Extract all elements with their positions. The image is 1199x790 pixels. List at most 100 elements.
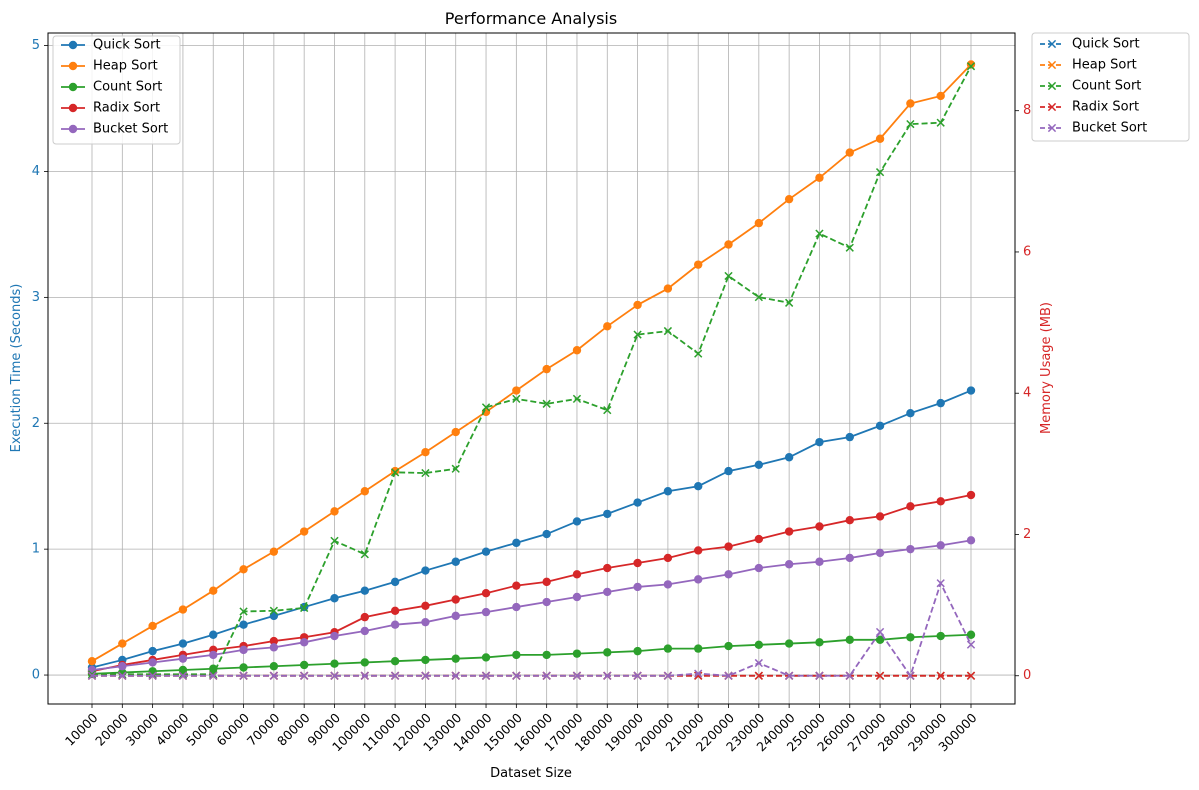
time-point-bucket-sort xyxy=(572,592,582,602)
x-tick-label: 30000 xyxy=(122,710,161,749)
time-point-bucket-sort xyxy=(633,582,642,592)
memory-point-bucket-sort xyxy=(178,671,188,680)
time-point-radix-sort xyxy=(784,527,794,536)
right-tick-label: 2 xyxy=(1023,527,1031,542)
memory-point-count-sort xyxy=(966,62,976,71)
time-point-quick-sort xyxy=(906,408,915,418)
legend-box xyxy=(52,35,181,145)
time-point-radix-sort xyxy=(845,515,854,525)
memory-point-bucket-sort xyxy=(966,640,976,649)
time-point-quick-sort xyxy=(239,620,248,629)
time-point-count-sort xyxy=(784,639,794,648)
memory-point-bucket-sort xyxy=(87,671,97,680)
memory-point-bucket-sort xyxy=(512,671,521,680)
memory-point-bucket-sort xyxy=(421,671,430,680)
legend-label: Bucket Sort xyxy=(93,122,168,137)
time-point-bucket-sort xyxy=(784,560,794,569)
memory-point-bucket-sort xyxy=(633,671,642,680)
time-line-radix-sort xyxy=(91,494,972,673)
time-point-count-sort xyxy=(633,646,642,656)
time-point-count-sort xyxy=(936,631,945,641)
time-point-bucket-sort xyxy=(815,557,824,566)
time-point-count-sort xyxy=(481,653,491,662)
legend-marker xyxy=(1047,102,1057,112)
left-tick-label: 0 xyxy=(32,668,40,683)
time-point-count-sort xyxy=(572,649,582,658)
time-point-bucket-sort xyxy=(239,645,248,655)
memory-point-radix-sort xyxy=(875,671,885,680)
time-point-count-sort xyxy=(815,638,824,647)
x-axis-ticks: 1000020000300004000050000600007000080000… xyxy=(62,704,980,754)
memory-point-count-sort xyxy=(239,607,248,616)
time-point-heap-sort xyxy=(209,586,218,595)
time-point-heap-sort xyxy=(87,656,97,666)
time-point-quick-sort xyxy=(330,594,339,603)
right-axis-label: Memory Usage (MB) xyxy=(1039,302,1054,434)
time-point-count-sort xyxy=(451,654,460,663)
memory-point-bucket-sort xyxy=(239,671,248,680)
memory-point-count-sort xyxy=(87,670,97,679)
legend-label: Radix Sort xyxy=(93,101,160,116)
time-point-quick-sort xyxy=(421,566,430,575)
time-point-count-sort xyxy=(390,656,400,666)
chart-title: Performance Analysis xyxy=(445,9,617,28)
memory-point-count-sort xyxy=(663,326,673,336)
time-point-bucket-sort xyxy=(603,587,612,597)
memory-point-count-sort xyxy=(572,394,582,404)
time-point-bucket-sort xyxy=(875,548,885,558)
time-point-count-sort xyxy=(906,633,915,642)
time-point-count-sort xyxy=(966,630,976,639)
time-point-heap-sort xyxy=(299,527,309,536)
memory-point-count-sort xyxy=(390,468,400,477)
time-point-heap-sort xyxy=(875,134,885,143)
memory-point-count-sort xyxy=(603,406,612,415)
plot-lines xyxy=(87,60,976,680)
time-point-quick-sort xyxy=(784,453,794,462)
time-point-count-sort xyxy=(724,641,733,651)
memory-point-bucket-sort xyxy=(754,658,763,668)
memory-point-radix-sort xyxy=(936,671,945,680)
plot-frame xyxy=(47,32,1016,705)
time-point-heap-sort xyxy=(966,60,976,69)
memory-point-count-sort xyxy=(845,243,854,252)
time-point-heap-sort xyxy=(512,386,521,395)
time-point-radix-sort xyxy=(754,534,764,544)
time-point-heap-sort xyxy=(754,218,764,228)
x-axis-label: Dataset Size xyxy=(490,766,572,781)
time-point-count-sort xyxy=(239,663,248,672)
legend-label: Quick Sort xyxy=(93,38,161,53)
time-point-bucket-sort xyxy=(390,620,400,629)
time-point-radix-sort xyxy=(451,595,460,604)
time-point-bucket-sort xyxy=(694,575,703,584)
legend-marker xyxy=(68,40,78,50)
time-point-count-sort xyxy=(360,658,369,667)
memory-point-bucket-sort xyxy=(390,671,400,680)
memory-point-count-sort xyxy=(694,349,703,358)
time-point-heap-sort xyxy=(178,605,188,614)
time-point-quick-sort xyxy=(845,432,854,442)
time-point-bucket-sort xyxy=(299,638,309,647)
memory-point-count-sort xyxy=(542,399,551,408)
left-tick-label: 3 xyxy=(32,290,40,305)
time-point-quick-sort xyxy=(966,386,976,395)
time-point-quick-sort xyxy=(481,547,491,556)
memory-point-bucket-sort xyxy=(118,671,127,680)
memory-point-count-sort xyxy=(178,670,188,679)
time-point-heap-sort xyxy=(906,99,915,108)
left-tick-label: 4 xyxy=(32,164,40,179)
time-point-bucket-sort xyxy=(512,602,521,612)
left-axis-label: Execution Time (Seconds) xyxy=(9,284,24,453)
time-point-heap-sort xyxy=(845,148,854,157)
x-tick-label: 10000 xyxy=(62,710,101,749)
time-point-heap-sort xyxy=(784,194,794,204)
time-point-quick-sort xyxy=(209,630,218,639)
memory-point-count-sort xyxy=(754,293,763,302)
time-point-quick-sort xyxy=(663,487,673,496)
memory-point-bucket-sort xyxy=(875,627,885,637)
time-point-radix-sort xyxy=(542,577,551,587)
time-line-heap-sort xyxy=(91,63,972,662)
time-point-bucket-sort xyxy=(481,607,491,617)
memory-point-bucket-sort xyxy=(906,671,915,680)
time-point-radix-sort xyxy=(906,502,915,511)
